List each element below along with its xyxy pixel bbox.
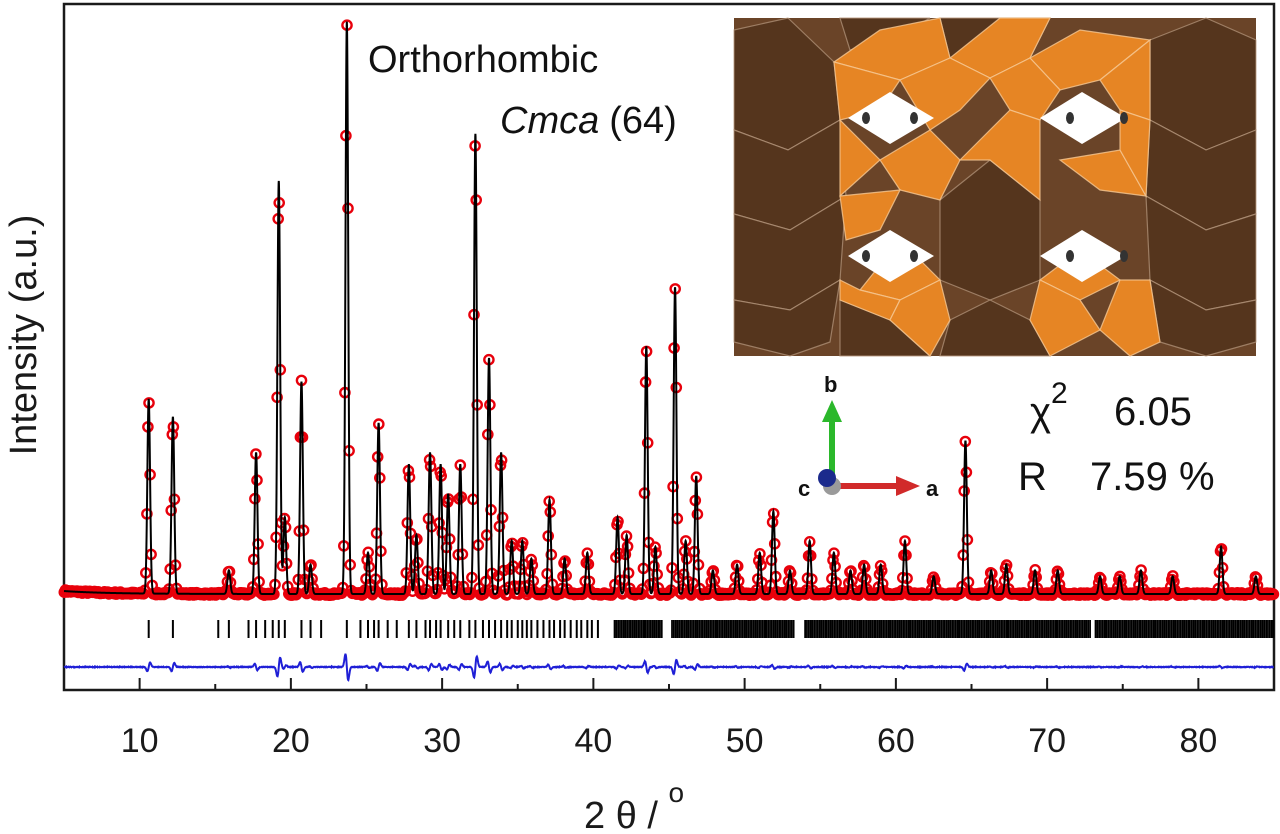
x-tick-label: 30 bbox=[423, 722, 461, 760]
b-axis-arrowhead bbox=[822, 400, 842, 422]
x-tick-label: 50 bbox=[726, 722, 764, 760]
channel-atoms bbox=[862, 112, 1128, 262]
x-tick-label: 70 bbox=[1028, 722, 1066, 760]
chi2-value: 6.05 bbox=[1114, 390, 1192, 434]
c-axis-label: c bbox=[798, 476, 810, 501]
bragg-ticks bbox=[147, 620, 1275, 638]
space-group-label: Cmca (64) bbox=[500, 100, 677, 142]
x-tick-label: 10 bbox=[121, 722, 159, 760]
channels bbox=[848, 92, 1126, 282]
phase-name: Orthorhombic bbox=[368, 39, 598, 81]
b-axis-label: b bbox=[824, 372, 837, 397]
a-axis-label: a bbox=[926, 476, 939, 501]
x-tick-label: 60 bbox=[877, 722, 915, 760]
dark-octahedra bbox=[733, 17, 1257, 357]
crystal-structure-inset bbox=[733, 17, 1257, 357]
x-tick-label: 80 bbox=[1179, 722, 1217, 760]
chi2-label: χ2 bbox=[1030, 377, 1068, 434]
r-label: R bbox=[1018, 455, 1047, 499]
calculated-line bbox=[63, 21, 1274, 595]
y-axis-title: Intensity (a.u.) bbox=[3, 215, 45, 456]
x-axis: 10 20 30 40 50 60 70 80 bbox=[121, 678, 1275, 760]
r-value: 7.59 % bbox=[1090, 455, 1215, 499]
calculated-series bbox=[63, 21, 1274, 595]
crystal-axes-triad: b c a bbox=[798, 372, 939, 501]
a-axis-arrowhead bbox=[896, 476, 920, 496]
x-axis-title: 2 θ / o bbox=[584, 777, 684, 834]
c-axis-dot bbox=[818, 469, 836, 487]
x-tick-label: 40 bbox=[574, 722, 612, 760]
difference-line bbox=[63, 653, 1274, 682]
difference-series bbox=[63, 653, 1274, 682]
x-tick-label: 20 bbox=[272, 722, 310, 760]
